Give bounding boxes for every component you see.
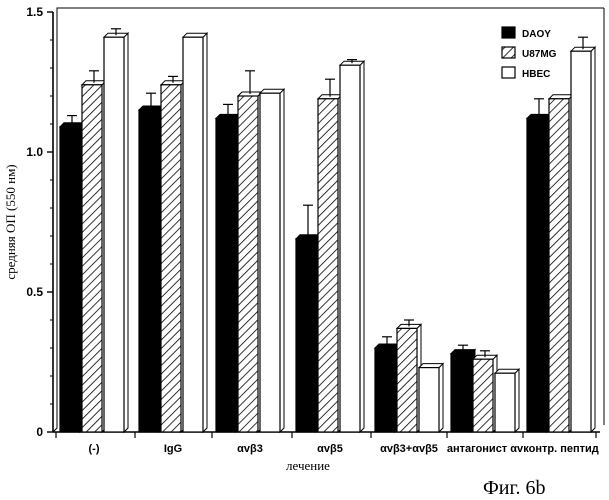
bar-u87mg xyxy=(549,99,569,432)
y-tick-label: 0.5 xyxy=(26,285,43,299)
bar-u87mg xyxy=(318,99,338,432)
bar-daoy xyxy=(527,118,547,432)
bar-daoy xyxy=(216,118,236,432)
x-ticks xyxy=(56,432,596,438)
x-axis-title: лечение xyxy=(286,458,330,473)
y-tick-label: 0 xyxy=(36,425,43,439)
bar-hbec xyxy=(340,65,360,432)
bar-hbec xyxy=(260,93,280,432)
y-tick-label: 1.5 xyxy=(26,5,43,19)
bar-u87mg xyxy=(397,328,417,432)
legend-label: U87MG xyxy=(522,49,557,60)
y-ticks: 0 0.5 1.0 1.5 xyxy=(26,5,53,439)
bar-u87mg xyxy=(161,85,181,432)
legend-label: HBEC xyxy=(522,69,550,80)
category-label: αvβ3 xyxy=(237,443,263,455)
bar-u87mg xyxy=(473,359,493,432)
category-label: αvβ5 xyxy=(317,443,343,455)
bar-hbec xyxy=(419,368,439,432)
bars xyxy=(60,29,595,432)
y-tick-label: 1.0 xyxy=(26,145,43,159)
bar-daoy xyxy=(375,348,395,432)
category-label: контр. пептид xyxy=(523,443,598,455)
bar-side xyxy=(203,33,207,432)
bar-daoy xyxy=(451,354,471,432)
bar-hbec xyxy=(104,37,124,432)
bar-daoy xyxy=(139,110,159,432)
bar-u87mg xyxy=(82,85,102,432)
bar-top xyxy=(419,364,443,368)
category-label: (-) xyxy=(89,443,100,455)
bar-hbec xyxy=(571,51,591,432)
bar-side xyxy=(360,61,364,432)
bar-u87mg xyxy=(238,96,258,432)
legend: DAOY U87MG HBEC xyxy=(502,27,557,80)
bar-side xyxy=(439,364,443,432)
bar-side xyxy=(280,89,284,432)
legend-swatch-hbec xyxy=(502,67,515,78)
legend-swatch-daoy xyxy=(502,27,515,38)
category-label: αvβ3+αvβ5 xyxy=(380,443,438,455)
figure-caption: Фиг. 6b xyxy=(483,477,545,499)
category-labels: (-) IgG αvβ3 αvβ5 αvβ3+αvβ5 антагонист αvконт… xyxy=(89,443,599,455)
legend-swatch-u87mg xyxy=(502,47,515,58)
bar-hbec xyxy=(183,37,203,432)
category-label: IgG xyxy=(164,443,182,455)
bar-daoy xyxy=(296,239,316,432)
category-label: антагонист αv xyxy=(447,443,524,455)
bar-daoy xyxy=(60,127,80,432)
bar-hbec xyxy=(495,373,515,432)
y-axis-title: средняя ОП (550 нм) xyxy=(3,164,18,279)
legend-label: DAOY xyxy=(522,29,551,40)
